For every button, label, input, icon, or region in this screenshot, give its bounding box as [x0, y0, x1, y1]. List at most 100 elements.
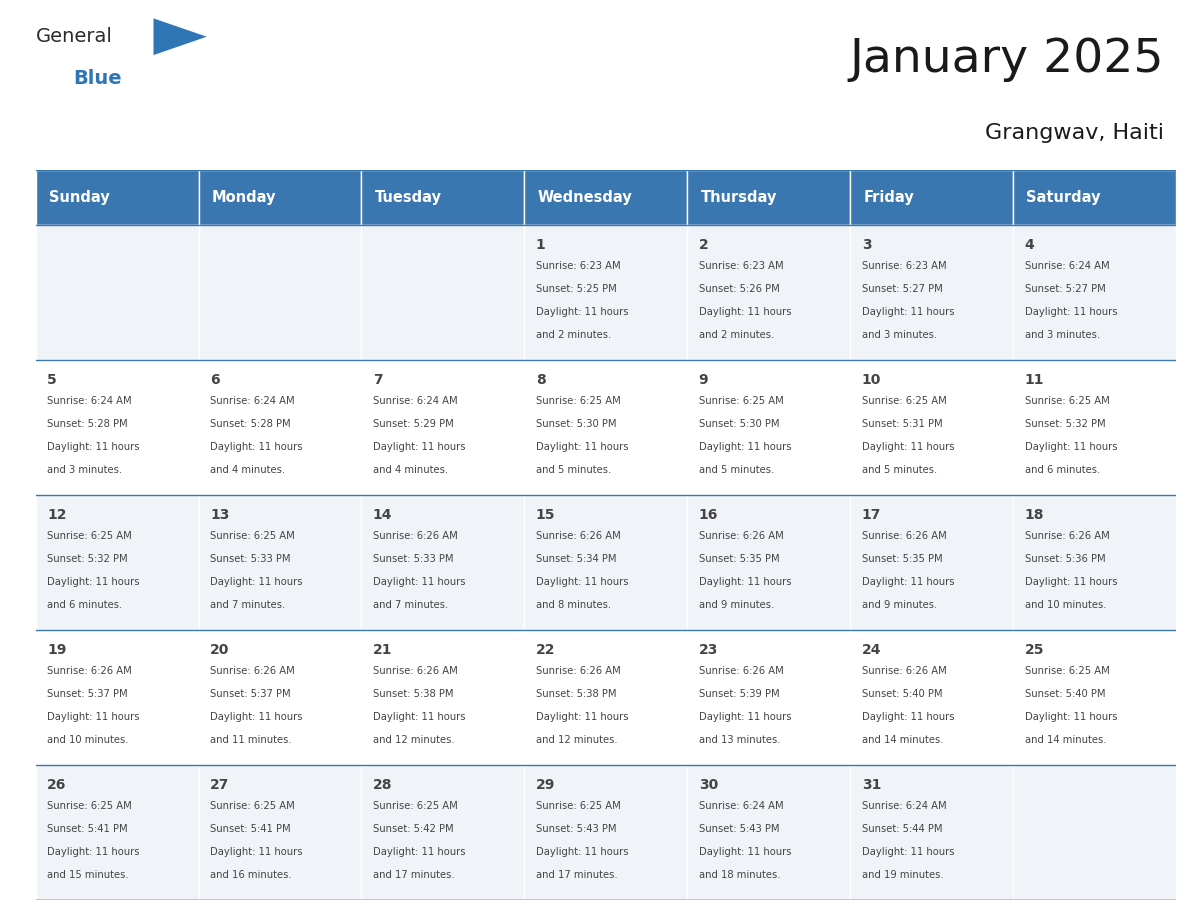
FancyBboxPatch shape	[851, 360, 1013, 495]
FancyBboxPatch shape	[1013, 170, 1176, 225]
FancyBboxPatch shape	[688, 170, 851, 225]
Text: 29: 29	[536, 778, 555, 792]
FancyBboxPatch shape	[361, 170, 524, 225]
Text: 30: 30	[699, 778, 718, 792]
Text: Monday: Monday	[211, 190, 276, 205]
Text: Sunset: 5:29 PM: Sunset: 5:29 PM	[373, 419, 454, 429]
Text: and 5 minutes.: and 5 minutes.	[861, 465, 937, 475]
Text: Daylight: 11 hours: Daylight: 11 hours	[48, 577, 139, 587]
Text: Daylight: 11 hours: Daylight: 11 hours	[699, 307, 791, 317]
Text: Sunrise: 6:25 AM: Sunrise: 6:25 AM	[536, 396, 620, 406]
Text: 7: 7	[373, 373, 383, 387]
Text: Sunrise: 6:23 AM: Sunrise: 6:23 AM	[536, 261, 620, 271]
Text: Daylight: 11 hours: Daylight: 11 hours	[536, 577, 628, 587]
Text: Sunset: 5:38 PM: Sunset: 5:38 PM	[536, 689, 617, 699]
FancyBboxPatch shape	[361, 630, 524, 765]
Text: 28: 28	[373, 778, 392, 792]
Text: 10: 10	[861, 373, 881, 387]
FancyBboxPatch shape	[198, 170, 361, 225]
Text: Daylight: 11 hours: Daylight: 11 hours	[210, 847, 303, 857]
Text: Daylight: 11 hours: Daylight: 11 hours	[48, 442, 139, 452]
Text: Daylight: 11 hours: Daylight: 11 hours	[373, 577, 466, 587]
Text: 24: 24	[861, 644, 881, 657]
Text: 22: 22	[536, 644, 555, 657]
FancyBboxPatch shape	[361, 225, 524, 360]
Text: and 10 minutes.: and 10 minutes.	[1024, 599, 1106, 610]
Text: Daylight: 11 hours: Daylight: 11 hours	[536, 712, 628, 722]
FancyBboxPatch shape	[198, 225, 361, 360]
Text: Grangwav, Haiti: Grangwav, Haiti	[985, 123, 1164, 143]
Text: and 6 minutes.: and 6 minutes.	[1024, 465, 1100, 475]
Text: Sunrise: 6:23 AM: Sunrise: 6:23 AM	[699, 261, 783, 271]
Text: Tuesday: Tuesday	[374, 190, 442, 205]
FancyBboxPatch shape	[36, 495, 198, 630]
Text: Sunset: 5:39 PM: Sunset: 5:39 PM	[699, 689, 779, 699]
FancyBboxPatch shape	[688, 495, 851, 630]
Text: Daylight: 11 hours: Daylight: 11 hours	[699, 442, 791, 452]
Text: 26: 26	[48, 778, 67, 792]
Text: 6: 6	[210, 373, 220, 387]
FancyBboxPatch shape	[524, 360, 688, 495]
FancyBboxPatch shape	[1013, 765, 1176, 900]
Text: and 11 minutes.: and 11 minutes.	[210, 735, 291, 744]
Text: Sunset: 5:33 PM: Sunset: 5:33 PM	[373, 554, 454, 564]
Text: Sunrise: 6:26 AM: Sunrise: 6:26 AM	[699, 666, 784, 676]
Text: Sunset: 5:30 PM: Sunset: 5:30 PM	[699, 419, 779, 429]
Text: Sunset: 5:43 PM: Sunset: 5:43 PM	[536, 824, 617, 834]
FancyBboxPatch shape	[198, 630, 361, 765]
Text: Sunset: 5:37 PM: Sunset: 5:37 PM	[210, 689, 291, 699]
FancyBboxPatch shape	[1013, 360, 1176, 495]
FancyBboxPatch shape	[198, 360, 361, 495]
Text: and 3 minutes.: and 3 minutes.	[861, 330, 937, 340]
Text: January 2025: January 2025	[849, 37, 1164, 82]
Text: and 7 minutes.: and 7 minutes.	[373, 599, 448, 610]
Text: and 2 minutes.: and 2 minutes.	[536, 330, 611, 340]
Text: Sunrise: 6:25 AM: Sunrise: 6:25 AM	[373, 801, 457, 812]
Text: Daylight: 11 hours: Daylight: 11 hours	[861, 307, 954, 317]
Text: Daylight: 11 hours: Daylight: 11 hours	[536, 307, 628, 317]
Text: 11: 11	[1024, 373, 1044, 387]
Text: 13: 13	[210, 508, 229, 522]
Text: Daylight: 11 hours: Daylight: 11 hours	[210, 442, 303, 452]
FancyBboxPatch shape	[36, 765, 198, 900]
Text: Daylight: 11 hours: Daylight: 11 hours	[1024, 712, 1117, 722]
FancyBboxPatch shape	[524, 495, 688, 630]
Text: Thursday: Thursday	[701, 190, 777, 205]
Text: and 15 minutes.: and 15 minutes.	[48, 870, 128, 880]
Text: Daylight: 11 hours: Daylight: 11 hours	[210, 577, 303, 587]
FancyBboxPatch shape	[688, 225, 851, 360]
Text: 16: 16	[699, 508, 718, 522]
Text: Friday: Friday	[864, 190, 914, 205]
Text: Sunrise: 6:24 AM: Sunrise: 6:24 AM	[48, 396, 132, 406]
FancyBboxPatch shape	[361, 360, 524, 495]
Text: and 16 minutes.: and 16 minutes.	[210, 870, 291, 880]
Text: Daylight: 11 hours: Daylight: 11 hours	[1024, 307, 1117, 317]
FancyBboxPatch shape	[688, 765, 851, 900]
Text: Sunrise: 6:24 AM: Sunrise: 6:24 AM	[210, 396, 295, 406]
FancyBboxPatch shape	[851, 495, 1013, 630]
Text: 3: 3	[861, 238, 871, 252]
Text: and 10 minutes.: and 10 minutes.	[48, 735, 128, 744]
Text: Sunset: 5:30 PM: Sunset: 5:30 PM	[536, 419, 617, 429]
Text: Blue: Blue	[74, 69, 122, 87]
Text: Sunrise: 6:24 AM: Sunrise: 6:24 AM	[1024, 261, 1110, 271]
Text: Sunrise: 6:26 AM: Sunrise: 6:26 AM	[536, 666, 620, 676]
Text: and 6 minutes.: and 6 minutes.	[48, 599, 122, 610]
Text: Daylight: 11 hours: Daylight: 11 hours	[536, 442, 628, 452]
Text: 5: 5	[48, 373, 57, 387]
Text: 27: 27	[210, 778, 229, 792]
Text: Sunset: 5:41 PM: Sunset: 5:41 PM	[48, 824, 127, 834]
Text: Daylight: 11 hours: Daylight: 11 hours	[210, 712, 303, 722]
Text: 23: 23	[699, 644, 718, 657]
FancyBboxPatch shape	[361, 495, 524, 630]
Text: Sunrise: 6:26 AM: Sunrise: 6:26 AM	[373, 666, 457, 676]
FancyBboxPatch shape	[1013, 630, 1176, 765]
Text: Wednesday: Wednesday	[537, 190, 632, 205]
Text: Sunrise: 6:26 AM: Sunrise: 6:26 AM	[48, 666, 132, 676]
FancyBboxPatch shape	[524, 170, 688, 225]
Text: Daylight: 11 hours: Daylight: 11 hours	[373, 847, 466, 857]
Text: Daylight: 11 hours: Daylight: 11 hours	[861, 442, 954, 452]
Text: Sunset: 5:44 PM: Sunset: 5:44 PM	[861, 824, 942, 834]
Text: 31: 31	[861, 778, 881, 792]
Text: Sunrise: 6:24 AM: Sunrise: 6:24 AM	[861, 801, 947, 812]
